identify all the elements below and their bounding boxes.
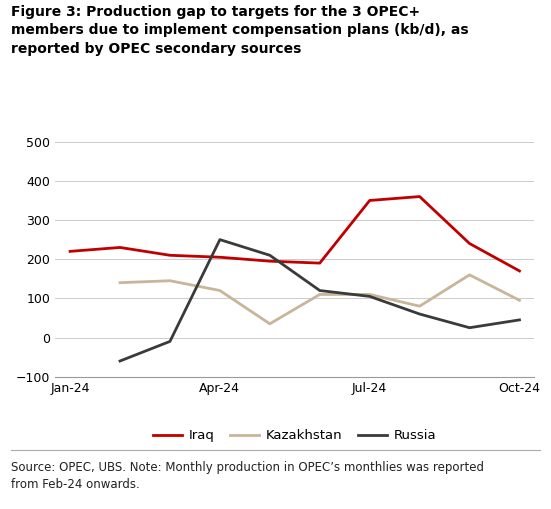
Kazakhstan bbox=[316, 291, 323, 297]
Russia bbox=[267, 252, 273, 259]
Iraq bbox=[366, 197, 373, 204]
Iraq bbox=[267, 258, 273, 264]
Kazakhstan bbox=[366, 291, 373, 297]
Iraq bbox=[417, 193, 423, 200]
Iraq bbox=[466, 240, 473, 246]
Line: Kazakhstan: Kazakhstan bbox=[120, 275, 520, 324]
Russia bbox=[117, 358, 123, 364]
Kazakhstan bbox=[217, 288, 223, 294]
Russia bbox=[466, 325, 473, 331]
Line: Iraq: Iraq bbox=[70, 196, 520, 271]
Kazakhstan bbox=[117, 279, 123, 286]
Kazakhstan bbox=[417, 303, 423, 309]
Text: Source: OPEC, UBS. Note: Monthly production in OPEC’s monthlies was reported
fro: Source: OPEC, UBS. Note: Monthly product… bbox=[11, 461, 484, 491]
Russia bbox=[166, 338, 173, 345]
Iraq bbox=[217, 254, 223, 260]
Russia bbox=[366, 293, 373, 299]
Iraq bbox=[67, 248, 73, 254]
Kazakhstan bbox=[516, 297, 523, 303]
Russia bbox=[217, 237, 223, 243]
Kazakhstan bbox=[166, 278, 173, 284]
Iraq bbox=[117, 244, 123, 250]
Kazakhstan bbox=[466, 272, 473, 278]
Text: Figure 3: Production gap to targets for the 3 OPEC+
members due to implement com: Figure 3: Production gap to targets for … bbox=[11, 5, 469, 56]
Russia bbox=[417, 311, 423, 317]
Iraq bbox=[316, 260, 323, 266]
Russia bbox=[316, 288, 323, 294]
Iraq bbox=[166, 252, 173, 259]
Russia bbox=[516, 317, 523, 323]
Legend: Iraq, Kazakhstan, Russia: Iraq, Kazakhstan, Russia bbox=[148, 424, 442, 447]
Kazakhstan bbox=[267, 321, 273, 327]
Line: Russia: Russia bbox=[120, 240, 520, 361]
Iraq bbox=[516, 268, 523, 274]
